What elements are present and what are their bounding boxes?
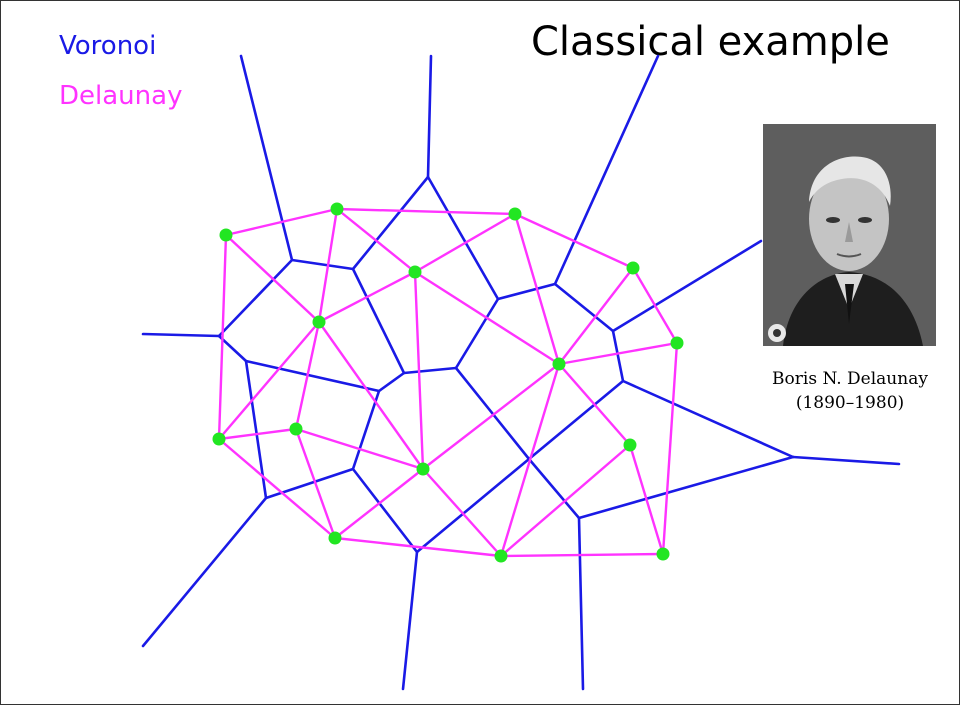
delaunay-edge-0 [224, 207, 339, 237]
delaunay-edge-16 [557, 341, 679, 366]
voronoi-edge-6 [141, 332, 221, 338]
voronoi-edge-16 [611, 239, 763, 333]
voronoi-edge-15 [553, 282, 615, 333]
delaunay-edge-25 [294, 427, 337, 540]
voronoi-edge-18 [527, 379, 625, 461]
delaunay-edge-11 [335, 207, 417, 274]
site-point-14 [656, 547, 670, 561]
voronoi-edge-11 [402, 366, 458, 375]
voronoi-edge-28 [264, 467, 355, 500]
site-point-12 [328, 531, 342, 545]
voronoi-edge-8 [244, 359, 381, 393]
site-point-4 [670, 336, 684, 350]
delaunay-edge-17 [413, 270, 561, 366]
voronoi-edge-9 [351, 267, 406, 375]
delaunay-edge-4 [661, 341, 679, 556]
delaunay-edge-14 [513, 212, 561, 366]
delaunay-edge-31 [628, 443, 665, 556]
site-point-8 [212, 432, 226, 446]
delaunay-edge-5 [499, 552, 665, 558]
voronoi-edge-27 [351, 389, 381, 471]
delaunay-edge-29 [557, 362, 632, 447]
delaunay-edge-22 [217, 320, 321, 441]
delaunay-edge-13 [413, 212, 517, 274]
delaunay-edge-26 [333, 467, 425, 540]
voronoi-edge-14 [553, 54, 660, 286]
delaunay-edge-30 [499, 443, 632, 558]
legend-delaunay-label: Delaunay [59, 81, 183, 111]
delaunay-edge-21 [294, 320, 321, 431]
voronoi-edge-0 [239, 54, 294, 262]
voronoi-edge-12 [454, 297, 500, 370]
voronoi-edge-23 [527, 457, 581, 520]
delaunay-edge-15 [557, 266, 635, 366]
site-point-5 [408, 265, 422, 279]
voronoi-edge-17 [611, 329, 625, 383]
sites [212, 202, 684, 563]
site-point-1 [330, 202, 344, 216]
delaunay-edge-28 [499, 362, 561, 558]
delaunay-edge-1 [335, 207, 517, 216]
voronoi-edge-2 [351, 175, 430, 271]
voronoi-edge-31 [401, 550, 419, 691]
portrait-caption: Boris N. Delaunay (1890–1980) [741, 367, 959, 415]
delaunay-edge-20 [317, 320, 425, 471]
delaunay-edge-9 [224, 233, 321, 324]
delaunay-edge-27 [421, 467, 503, 558]
site-point-11 [623, 438, 637, 452]
voronoi-edge-5 [217, 258, 294, 338]
voronoi-edge-24 [577, 516, 585, 691]
voronoi-edge-10 [377, 371, 406, 393]
delaunay-edge-23 [217, 427, 298, 441]
site-point-3 [626, 261, 640, 275]
site-point-6 [312, 315, 326, 329]
delaunay-edges [217, 207, 679, 558]
delaunay-edge-8 [217, 233, 228, 441]
delaunay-edge-2 [513, 212, 635, 270]
portrait-name: Boris N. Delaunay [772, 369, 928, 389]
delaunay-edge-18 [421, 362, 561, 471]
voronoi-edge-13 [496, 282, 557, 301]
slide-title: Classical example [531, 19, 890, 65]
portrait-years: (1890–1980) [795, 393, 905, 413]
site-point-7 [552, 357, 566, 371]
delaunay-edge-24 [294, 427, 425, 471]
site-point-13 [494, 549, 508, 563]
site-point-2 [508, 207, 522, 221]
voronoi-edge-1 [426, 54, 433, 179]
delaunay-edge-6 [333, 536, 503, 558]
voronoi-edge-26 [351, 467, 419, 554]
voronoi-edge-3 [426, 175, 500, 301]
delaunay-edge-3 [631, 266, 679, 345]
site-point-10 [416, 462, 430, 476]
voronoi-edge-21 [791, 455, 901, 466]
voronoi-edge-20 [621, 379, 795, 459]
voronoi-edge-4 [290, 258, 355, 271]
delaunay-edge-7 [217, 437, 337, 540]
delaunay-edge-12 [317, 270, 417, 324]
portrait-photo [763, 124, 936, 346]
voronoi-edge-25 [415, 457, 531, 554]
site-point-9 [289, 422, 303, 436]
delaunay-edge-19 [413, 270, 425, 471]
voronoi-edge-22 [577, 455, 795, 520]
delaunay-edge-10 [317, 207, 339, 324]
site-point-0 [219, 228, 233, 242]
voronoi-edge-30 [141, 496, 268, 648]
legend-voronoi-label: Voronoi [59, 31, 157, 61]
person-photo-icon [763, 124, 936, 346]
voronoi-edge-19 [454, 366, 531, 461]
